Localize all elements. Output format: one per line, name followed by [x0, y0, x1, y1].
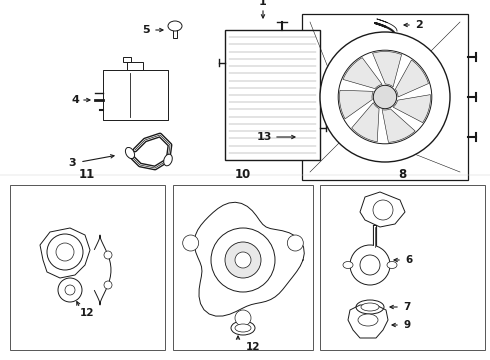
- Text: 12: 12: [246, 342, 260, 352]
- Polygon shape: [395, 60, 428, 97]
- Bar: [225, 30, 320, 160]
- Ellipse shape: [235, 324, 251, 332]
- Ellipse shape: [361, 303, 379, 311]
- Polygon shape: [352, 103, 379, 142]
- Circle shape: [225, 242, 261, 278]
- Ellipse shape: [168, 21, 182, 31]
- Text: 6: 6: [405, 255, 413, 265]
- Polygon shape: [372, 51, 402, 87]
- Text: 5: 5: [142, 25, 150, 35]
- Circle shape: [104, 251, 112, 259]
- Circle shape: [58, 278, 82, 302]
- Circle shape: [56, 243, 74, 261]
- Text: 7: 7: [403, 302, 411, 312]
- Circle shape: [235, 310, 251, 326]
- Ellipse shape: [387, 261, 397, 269]
- Bar: [127, 62, 143, 70]
- Polygon shape: [382, 109, 415, 142]
- Circle shape: [360, 255, 380, 275]
- Circle shape: [287, 235, 303, 251]
- Ellipse shape: [231, 321, 255, 335]
- Text: 8: 8: [398, 168, 406, 181]
- Polygon shape: [340, 90, 373, 119]
- Circle shape: [183, 235, 198, 251]
- Circle shape: [104, 281, 112, 289]
- Bar: [173, 185, 313, 350]
- Text: 3: 3: [68, 158, 76, 168]
- Text: 1: 1: [259, 0, 267, 7]
- Circle shape: [235, 252, 251, 268]
- Bar: [320, 185, 485, 350]
- Text: 4: 4: [71, 95, 79, 105]
- Text: 11: 11: [79, 168, 95, 181]
- Bar: [10, 185, 165, 350]
- Circle shape: [47, 234, 83, 270]
- Bar: [103, 70, 168, 120]
- Polygon shape: [194, 202, 304, 316]
- Text: 12: 12: [80, 308, 94, 318]
- Bar: [123, 57, 131, 62]
- Ellipse shape: [356, 300, 384, 314]
- Ellipse shape: [343, 261, 353, 269]
- Text: 2: 2: [415, 20, 423, 30]
- Text: 10: 10: [235, 168, 251, 181]
- Circle shape: [350, 245, 390, 285]
- Bar: [302, 14, 468, 180]
- Ellipse shape: [164, 154, 172, 166]
- Circle shape: [338, 50, 432, 144]
- Circle shape: [373, 200, 393, 220]
- Text: 9: 9: [403, 320, 411, 330]
- Polygon shape: [393, 95, 431, 123]
- Circle shape: [373, 85, 397, 109]
- Bar: [173, 30, 177, 38]
- Circle shape: [65, 285, 75, 295]
- Text: 13: 13: [256, 132, 271, 142]
- Circle shape: [320, 32, 450, 162]
- Ellipse shape: [125, 148, 135, 158]
- Circle shape: [211, 228, 275, 292]
- Ellipse shape: [358, 314, 378, 326]
- Polygon shape: [343, 58, 382, 89]
